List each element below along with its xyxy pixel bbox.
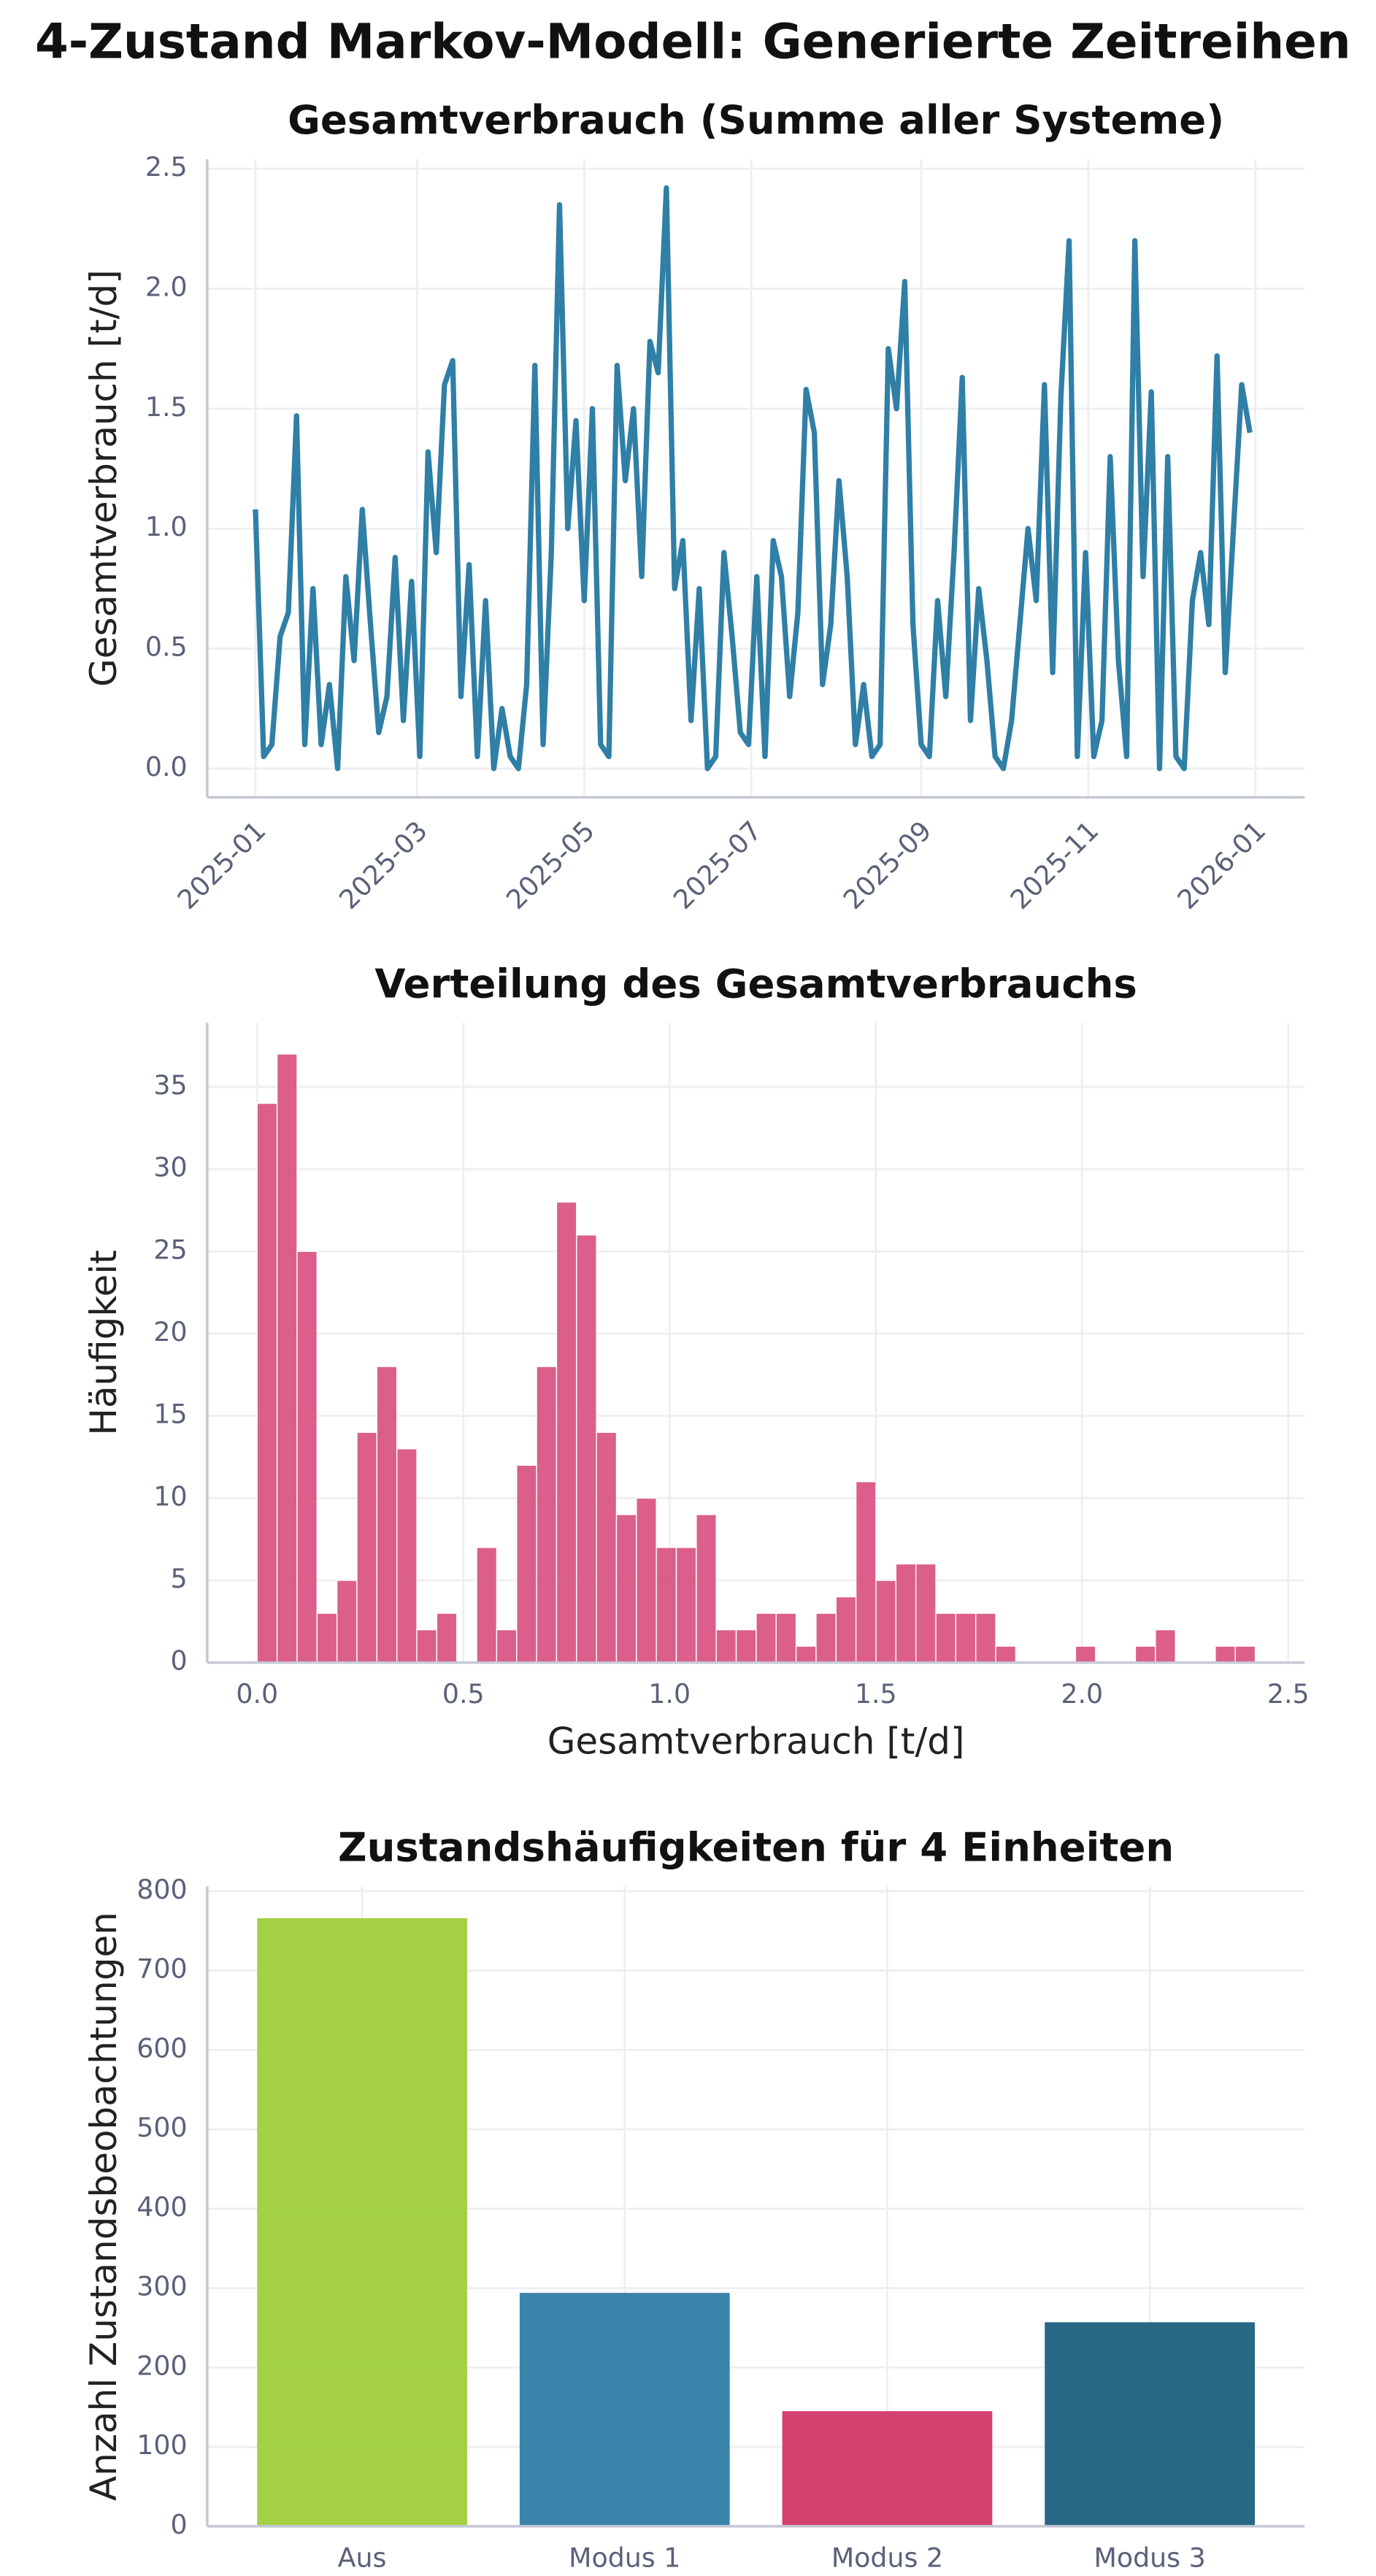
histogram-bar bbox=[756, 1612, 777, 1664]
x-tick-label: 2025-09 bbox=[837, 815, 938, 915]
y-tick-label: 400 bbox=[137, 2191, 187, 2223]
y-tick-label: 1.0 bbox=[145, 511, 188, 542]
histogram-bar bbox=[715, 1629, 737, 1664]
y-tick-label: 800 bbox=[137, 1874, 187, 1905]
figure-title: 4-Zustand Markov-Modell: Generierte Zeit… bbox=[35, 13, 1351, 69]
bar bbox=[257, 1918, 467, 2526]
y-axis-label: Anzahl Zustandsbeobachtungen bbox=[82, 1912, 125, 2501]
x-tick-label: 2025-01 bbox=[172, 815, 272, 915]
histogram-bar bbox=[336, 1580, 358, 1664]
histogram-bar bbox=[895, 1563, 917, 1664]
y-tick-label: 700 bbox=[137, 1953, 187, 1985]
y-axis-label: Häufigkeit bbox=[82, 1250, 125, 1435]
y-tick-label: 25 bbox=[153, 1234, 187, 1265]
x-tick-label: 2025-07 bbox=[667, 815, 768, 915]
histogram-bar bbox=[656, 1547, 677, 1664]
histogram-bar bbox=[875, 1580, 896, 1664]
y-tick-label: 2.0 bbox=[145, 271, 188, 302]
y-tick-label: 0.0 bbox=[145, 751, 188, 783]
histogram-bar bbox=[636, 1497, 657, 1664]
y-tick-label: 300 bbox=[137, 2271, 187, 2302]
histogram-bar bbox=[436, 1612, 458, 1664]
y-tick-label: 0 bbox=[171, 1645, 188, 1677]
histogram-bar bbox=[576, 1234, 597, 1664]
y-tick-label: 500 bbox=[137, 2112, 187, 2143]
histogram-bar bbox=[975, 1612, 996, 1664]
histogram-bar bbox=[735, 1629, 757, 1664]
x-tick-label: Modus 2 bbox=[831, 2542, 943, 2573]
histogram-bar bbox=[775, 1612, 797, 1664]
x-tick-label: Aus bbox=[338, 2542, 387, 2573]
y-tick-label: 0 bbox=[171, 2509, 188, 2540]
chart-title: Zustandshäufigkeiten für 4 Einheiten bbox=[338, 1823, 1174, 1870]
histogram-bar bbox=[1134, 1645, 1156, 1664]
x-tick-label: 2025-11 bbox=[1004, 815, 1105, 915]
chart-title: Verteilung des Gesamtverbrauchs bbox=[374, 960, 1137, 1007]
histogram-bar bbox=[416, 1629, 438, 1664]
histogram-bar bbox=[476, 1547, 498, 1664]
x-tick-label: 2026-01 bbox=[1172, 815, 1272, 915]
y-tick-label: 100 bbox=[137, 2429, 187, 2461]
x-tick-label: 1.0 bbox=[648, 1678, 691, 1710]
histogram-bar bbox=[1215, 1645, 1236, 1664]
histogram-bar bbox=[356, 1431, 378, 1664]
histogram-bar bbox=[675, 1547, 697, 1664]
bar bbox=[782, 2411, 993, 2526]
x-tick-label: 0.5 bbox=[442, 1678, 485, 1710]
histogram-bar bbox=[855, 1481, 877, 1664]
histogram-bar bbox=[556, 1202, 577, 1664]
histogram-bar bbox=[496, 1629, 518, 1664]
histogram-bar bbox=[835, 1596, 857, 1664]
y-tick-label: 5 bbox=[171, 1563, 188, 1594]
histogram-bar bbox=[376, 1366, 398, 1664]
y-tick-label: 0.5 bbox=[145, 631, 188, 663]
x-tick-label: 2025-03 bbox=[333, 815, 434, 915]
x-tick-label: 2025-05 bbox=[500, 815, 601, 915]
histogram-bar bbox=[1155, 1629, 1176, 1664]
histogram-bar bbox=[615, 1514, 637, 1664]
x-tick-label: Modus 1 bbox=[569, 2542, 680, 2573]
y-tick-label: 35 bbox=[153, 1069, 187, 1101]
histogram-bar bbox=[815, 1612, 837, 1664]
x-tick-label: 1.5 bbox=[855, 1678, 897, 1710]
histogram-bar bbox=[955, 1612, 977, 1664]
histogram-bar bbox=[935, 1612, 957, 1664]
histogram-bar bbox=[536, 1366, 558, 1664]
histogram-bar bbox=[1075, 1645, 1096, 1664]
histogram-bar bbox=[516, 1464, 537, 1664]
bar bbox=[519, 2293, 730, 2526]
x-tick-label: 2.0 bbox=[1061, 1678, 1103, 1710]
y-tick-label: 15 bbox=[153, 1399, 187, 1430]
histogram-bar bbox=[276, 1053, 298, 1664]
x-tick-label: 0.0 bbox=[236, 1678, 278, 1710]
y-tick-label: 2.5 bbox=[145, 151, 188, 182]
y-tick-label: 10 bbox=[153, 1480, 187, 1512]
x-tick-label: Modus 3 bbox=[1094, 2542, 1206, 2573]
bar bbox=[1045, 2322, 1256, 2526]
histogram-bar bbox=[795, 1645, 817, 1664]
histogram-bar bbox=[596, 1431, 618, 1664]
y-tick-label: 1.5 bbox=[145, 391, 188, 423]
histogram-bar bbox=[696, 1514, 717, 1664]
histogram-bar bbox=[995, 1645, 1017, 1664]
y-tick-label: 600 bbox=[137, 2032, 187, 2064]
histogram-bar bbox=[915, 1563, 937, 1664]
series-line bbox=[253, 185, 1253, 772]
histogram-bar bbox=[1234, 1645, 1256, 1664]
y-axis-label: Gesamtverbrauch [t/d] bbox=[82, 269, 125, 687]
x-axis-label: Gesamtverbrauch [t/d] bbox=[547, 1720, 965, 1763]
histogram-bar bbox=[396, 1448, 418, 1664]
histogram-bar bbox=[296, 1250, 318, 1664]
histogram-bar bbox=[256, 1102, 278, 1664]
x-tick-label: 2.5 bbox=[1267, 1678, 1310, 1710]
chart-title: Gesamtverbrauch (Summe aller Systeme) bbox=[288, 96, 1224, 143]
histogram-bar bbox=[316, 1612, 338, 1664]
y-tick-label: 30 bbox=[153, 1152, 187, 1183]
y-tick-label: 200 bbox=[137, 2350, 187, 2381]
y-tick-label: 20 bbox=[153, 1316, 187, 1347]
